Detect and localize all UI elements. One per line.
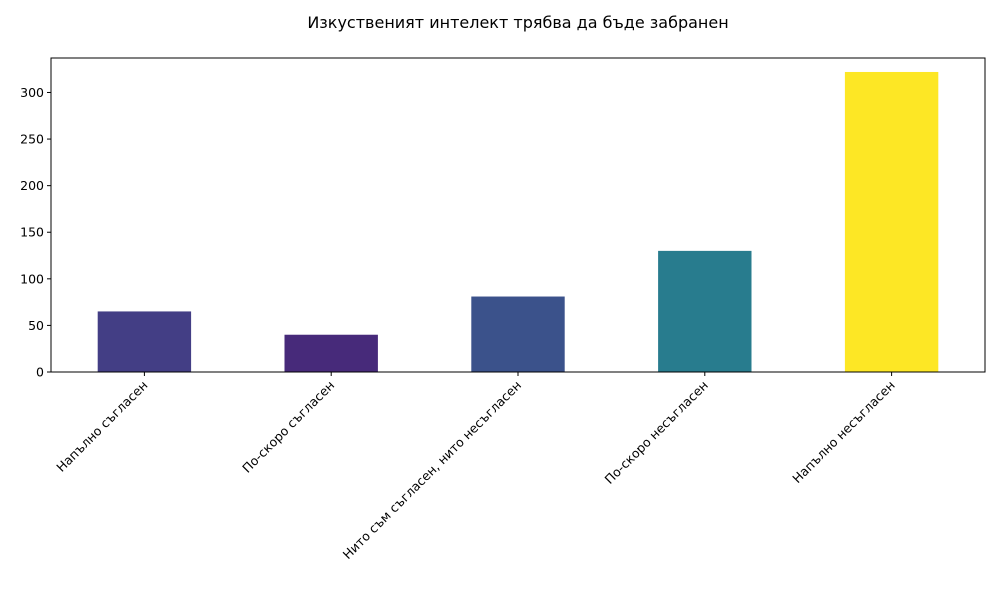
bars-layer <box>97 71 939 372</box>
y-tick-label-5: 200 <box>20 178 44 193</box>
x-axis: Напълно съгласен По-скоро съгласен Нито съ… <box>53 372 898 562</box>
x-tick-label-5: Напълно несъгласен <box>789 378 897 486</box>
bar-5 <box>844 71 939 372</box>
bar-1 <box>97 311 192 372</box>
x-tick-label-1: Напълно съгласен <box>53 378 150 475</box>
bar-2 <box>284 334 378 372</box>
x-tick-label-3: Нито съм съгласен, нито несъгласен <box>340 378 524 562</box>
y-tick-label-4: 150 <box>20 225 44 240</box>
bar-3 <box>471 296 565 372</box>
y-tick-label-1: 0 <box>36 365 44 380</box>
y-tick-label-6: 250 <box>20 132 44 147</box>
x-tick-label-2: По-скоро съгласен <box>239 378 337 476</box>
y-tick-label-3: 100 <box>20 271 44 286</box>
y-tick-label-2: 50 <box>28 318 44 333</box>
y-axis: 0 50 100 150 200 250 300 <box>20 85 51 380</box>
x-tick-label-4: По-скоро несъгласен <box>602 378 711 487</box>
plot-frame <box>50 57 986 373</box>
bar-4 <box>658 250 752 372</box>
y-tick-label-7: 300 <box>20 85 44 100</box>
chart-title: Изкуственият интелект трябва да бъде заб… <box>307 13 728 32</box>
